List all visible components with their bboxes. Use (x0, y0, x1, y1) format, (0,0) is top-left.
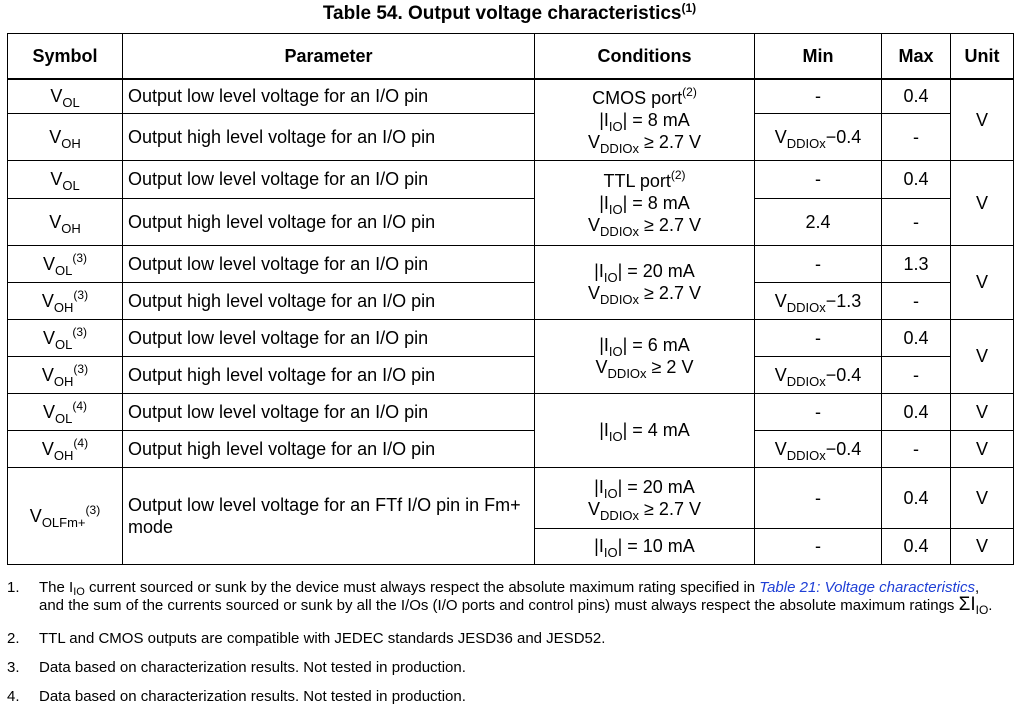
symbol-cell: VOL (7, 78, 123, 114)
table-row: VOL(3) Output low level voltage for an I… (7, 318, 1014, 394)
table-row: VOL Output low level voltage for an I/O … (7, 78, 1014, 161)
min-cell: - (754, 466, 882, 529)
table-row: VOL(4) Output low level voltage for an I… (7, 392, 1014, 468)
table-row: VOLFm+(3) Output low level voltage for a… (7, 466, 1014, 565)
table-row: |IIO| = 10 mA - 0.4 V (8, 527, 1014, 565)
min-cell: - (754, 318, 882, 357)
note-1: 1. The IIO current sourced or sunk by th… (7, 579, 993, 617)
parameter-cell: Output high level voltage for an I/O pin (122, 281, 535, 320)
min-cell: VDDIOx−1.3 (754, 281, 882, 320)
header-min: Min (754, 33, 882, 80)
unit-cell: V (950, 527, 1014, 565)
symbol-cell: VOLFm+(3) (7, 466, 123, 565)
parameter-cell: Output low level voltage for an FTf I/O … (122, 466, 535, 565)
parameter-cell: Output high level voltage for an I/O pin (122, 429, 535, 468)
parameter-cell: Output low level voltage for an I/O pin (122, 244, 535, 283)
parameter-cell: Output low level voltage for an I/O pin (122, 159, 535, 199)
table-row: VOH(3) Output high level voltage for an … (7, 281, 1014, 320)
unit-cell: V (950, 159, 1014, 246)
parameter-cell: Output high level voltage for an I/O pin (122, 112, 535, 161)
max-cell: 0.4 (881, 392, 951, 431)
max-cell: 0.4 (881, 466, 951, 529)
symbol-cell: VOL(3) (7, 318, 123, 357)
conditions-cell: TTL port(2) |IIO| = 8 mA VDDIOx ≥ 2.7 V (534, 159, 755, 246)
min-cell: VDDIOx−0.4 (754, 355, 882, 394)
symbol-cell: VOH (7, 112, 123, 161)
symbol-cell: VOH(3) (7, 355, 123, 394)
min-cell: - (754, 78, 882, 114)
unit-cell: V (950, 78, 1014, 161)
max-cell: - (881, 429, 951, 468)
note-4: 4. Data based on characterization results… (7, 688, 466, 705)
min-cell: - (754, 159, 882, 199)
parameter-cell: Output high level voltage for an I/O pin (122, 197, 535, 246)
table-21-link[interactable]: Table 21: Voltage characteristics (759, 579, 975, 596)
conditions-cell: CMOS port(2) |IIO| = 8 mA VDDIOx ≥ 2.7 V (534, 78, 755, 161)
min-cell: VDDIOx−0.4 (754, 429, 882, 468)
unit-cell: V (950, 244, 1014, 320)
table-row: VOH Output high level voltage for an I/O… (7, 197, 1014, 246)
title-note-ref[interactable]: (1) (681, 1, 697, 15)
symbol-cell: VOL (7, 159, 123, 199)
min-cell: - (754, 244, 882, 283)
symbol-cell: VOL(3) (7, 244, 123, 283)
max-cell: - (881, 112, 951, 161)
table-row: VOL Output low level voltage for an I/O … (7, 159, 1014, 246)
table-notes: 1. The IIO current sourced or sunk by th… (7, 579, 1007, 717)
max-cell: 0.4 (881, 78, 951, 114)
conditions-cell: |IIO| = 10 mA (534, 527, 755, 565)
header-conditions: Conditions (534, 33, 755, 80)
header-symbol: Symbol (7, 33, 123, 80)
symbol-cell: VOH(4) (7, 429, 123, 468)
unit-cell: V (950, 318, 1014, 394)
table-title: Table 54. Output voltage characteristics… (322, 1, 697, 24)
note-2: 2. TTL and CMOS outputs are compatible wi… (7, 630, 606, 647)
conditions-cell: |IIO| = 6 mA VDDIOx ≥ 2 V (534, 318, 755, 394)
header-unit: Unit (950, 33, 1014, 80)
table-header-row: Symbol Parameter Conditions Min Max Unit (7, 33, 1014, 80)
max-cell: 0.4 (881, 159, 951, 199)
output-voltage-table: Symbol Parameter Conditions Min Max Unit… (7, 33, 1014, 565)
conditions-cell: |IIO| = 20 mA VDDIOx ≥ 2.7 V (534, 466, 755, 529)
table-row: VOH Output high level voltage for an I/O… (7, 112, 1014, 161)
max-cell: 1.3 (881, 244, 951, 283)
note-3: 3. Data based on characterization results… (7, 659, 466, 676)
table-row: VOH(3) Output high level voltage for an … (7, 355, 1014, 394)
parameter-cell: Output high level voltage for an I/O pin (122, 355, 535, 394)
min-cell: VDDIOx−0.4 (754, 112, 882, 161)
table-row: VOH(4) Output high level voltage for an … (7, 429, 1014, 468)
max-cell: - (881, 281, 951, 320)
max-cell: - (881, 355, 951, 394)
unit-cell: V (950, 392, 1014, 431)
parameter-cell: Output low level voltage for an I/O pin (122, 78, 535, 114)
symbol-cell: VOL(4) (7, 392, 123, 431)
unit-cell: V (950, 429, 1014, 468)
max-cell: 0.4 (881, 527, 951, 565)
table-row: VOL(3) Output low level voltage for an I… (7, 244, 1014, 320)
min-cell: - (754, 392, 882, 431)
conditions-cell: |IIO| = 4 mA (534, 392, 755, 468)
header-parameter: Parameter (122, 33, 535, 80)
symbol-cell: VOH (7, 197, 123, 246)
min-cell: - (754, 527, 882, 565)
min-cell: 2.4 (754, 197, 882, 246)
max-cell: 0.4 (881, 318, 951, 357)
header-max: Max (881, 33, 951, 80)
parameter-cell: Output low level voltage for an I/O pin (122, 392, 535, 431)
symbol-cell: VOH(3) (7, 281, 123, 320)
conditions-cell: |IIO| = 20 mA VDDIOx ≥ 2.7 V (534, 244, 755, 320)
parameter-cell: Output low level voltage for an I/O pin (122, 318, 535, 357)
max-cell: - (881, 197, 951, 246)
unit-cell: V (950, 466, 1014, 529)
